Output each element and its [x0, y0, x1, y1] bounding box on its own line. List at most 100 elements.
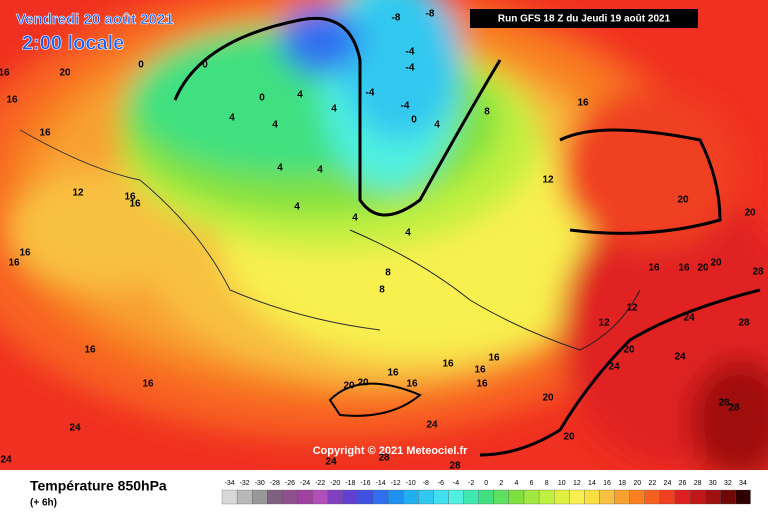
temperature-field	[0, 0, 768, 470]
contour-label: -8	[426, 9, 435, 20]
contour-label: 16	[39, 128, 51, 139]
legend-swatch	[312, 489, 328, 505]
legend-tick-label: -24	[300, 480, 310, 487]
contour-label: 16	[474, 365, 486, 376]
contour-label: 16	[406, 379, 418, 390]
legend-swatch	[720, 489, 736, 505]
legend-tick-label: -16	[360, 480, 370, 487]
legend-swatch	[629, 489, 645, 505]
contour-label: 16	[488, 353, 500, 364]
contour-label: 0	[411, 115, 417, 126]
contour-label: 4	[405, 228, 411, 239]
contour-label: 20	[677, 195, 689, 206]
footer-lead: (+ 6h)	[30, 498, 57, 509]
legend-swatch	[599, 489, 615, 505]
contour-label: 0	[138, 60, 144, 71]
legend-swatch	[644, 489, 661, 505]
contour-label: 28	[728, 403, 740, 414]
contour-label: 24	[0, 455, 12, 466]
legend-tick-label: 4	[514, 480, 518, 487]
legend-tick-label: 20	[633, 480, 641, 487]
legend-tick-label: 30	[709, 480, 717, 487]
contour-label: 20	[59, 68, 71, 79]
contour-label: 28	[378, 453, 390, 464]
contour-label: 20	[357, 378, 369, 389]
legend-tick-label: 26	[679, 480, 687, 487]
legend-tick-label: 8	[545, 480, 549, 487]
contour-label: 16	[387, 368, 399, 379]
contour-label: 28	[738, 318, 750, 329]
legend-tick-label: 24	[664, 480, 672, 487]
contour-label: 12	[598, 318, 610, 329]
contour-label: 0	[259, 93, 265, 104]
contour-label: 0	[202, 60, 208, 71]
contour-label: 24	[674, 352, 686, 363]
legend-tick-label: -12	[391, 480, 401, 487]
contour-label: 16	[577, 98, 589, 109]
legend-tick-label: 14	[588, 480, 596, 487]
contour-label: -4	[406, 63, 415, 74]
contour-label: 20	[623, 345, 635, 356]
contour-label: 24	[325, 457, 337, 468]
contour-label: 20	[563, 432, 575, 443]
legend-tick-label: 12	[573, 480, 581, 487]
legend-swatch	[674, 489, 691, 505]
legend-tick-label: -6	[438, 480, 444, 487]
contour-label: 4	[352, 213, 358, 224]
legend-swatch	[433, 489, 449, 505]
legend-tick-label: -8	[423, 480, 429, 487]
legend-tick-label: 34	[739, 480, 747, 487]
contour-label: 16	[19, 248, 31, 259]
contour-label: 8	[379, 285, 385, 296]
legend-tick-label: -26	[285, 480, 295, 487]
legend-swatch	[387, 489, 404, 505]
contour-label: -4	[366, 88, 375, 99]
copyright: Copyright © 2021 Meteociel.fr	[313, 445, 469, 457]
contour-label: 4	[272, 120, 278, 131]
legend-swatch	[463, 489, 479, 505]
contour-label: 20	[710, 258, 722, 269]
contour-label: 12	[72, 188, 84, 199]
legend-tick-label: -4	[453, 480, 459, 487]
legend-tick-label: -34	[224, 480, 234, 487]
legend-tick-label: 16	[603, 480, 611, 487]
contour-label: 16	[129, 199, 141, 210]
legend-swatch	[403, 489, 419, 505]
legend-tick-label: -22	[315, 480, 325, 487]
date: Vendredi 20 août 2021	[16, 11, 174, 28]
contour-label: 16	[476, 379, 488, 390]
contour-label: 4	[277, 163, 283, 174]
contour-label: 28	[752, 267, 764, 278]
contour-label: 24	[683, 313, 695, 324]
legend-tick-label: -18	[345, 480, 355, 487]
contour-label: 24	[608, 362, 620, 373]
run-box	[470, 9, 698, 28]
legend-tick-label: -14	[375, 480, 385, 487]
legend-swatch	[584, 489, 600, 505]
legend-tick-label: 32	[724, 480, 732, 487]
contour-label: 8	[385, 268, 391, 279]
legend-tick-label: 2	[499, 480, 503, 487]
legend-swatch	[448, 489, 464, 505]
contour-label: -8	[392, 13, 401, 24]
contour-label: 4	[229, 113, 235, 124]
contour-label: 16	[648, 263, 660, 274]
contour-label: 12	[626, 303, 638, 314]
local-time: 2:00 locale	[22, 32, 124, 54]
contour-label: 4	[294, 202, 300, 213]
contour-label: 16	[6, 95, 18, 106]
legend-swatch	[493, 489, 510, 505]
contour-label: 8	[484, 107, 490, 118]
legend-swatch	[614, 489, 630, 505]
legend-swatch	[221, 489, 238, 505]
legend-swatch	[538, 489, 555, 505]
legend-tick-label: 28	[694, 480, 702, 487]
legend-tick-label: 18	[618, 480, 626, 487]
legend-tick-label: 0	[484, 480, 488, 487]
contour-label: 20	[343, 381, 355, 392]
legend-swatch	[659, 489, 676, 505]
color-legend: -34 -32 -30 -28 -26 -24 -22 -20 -18 -16 -14 -12 -10-…	[221, 480, 751, 505]
legend-tick-label: -10	[406, 480, 416, 487]
